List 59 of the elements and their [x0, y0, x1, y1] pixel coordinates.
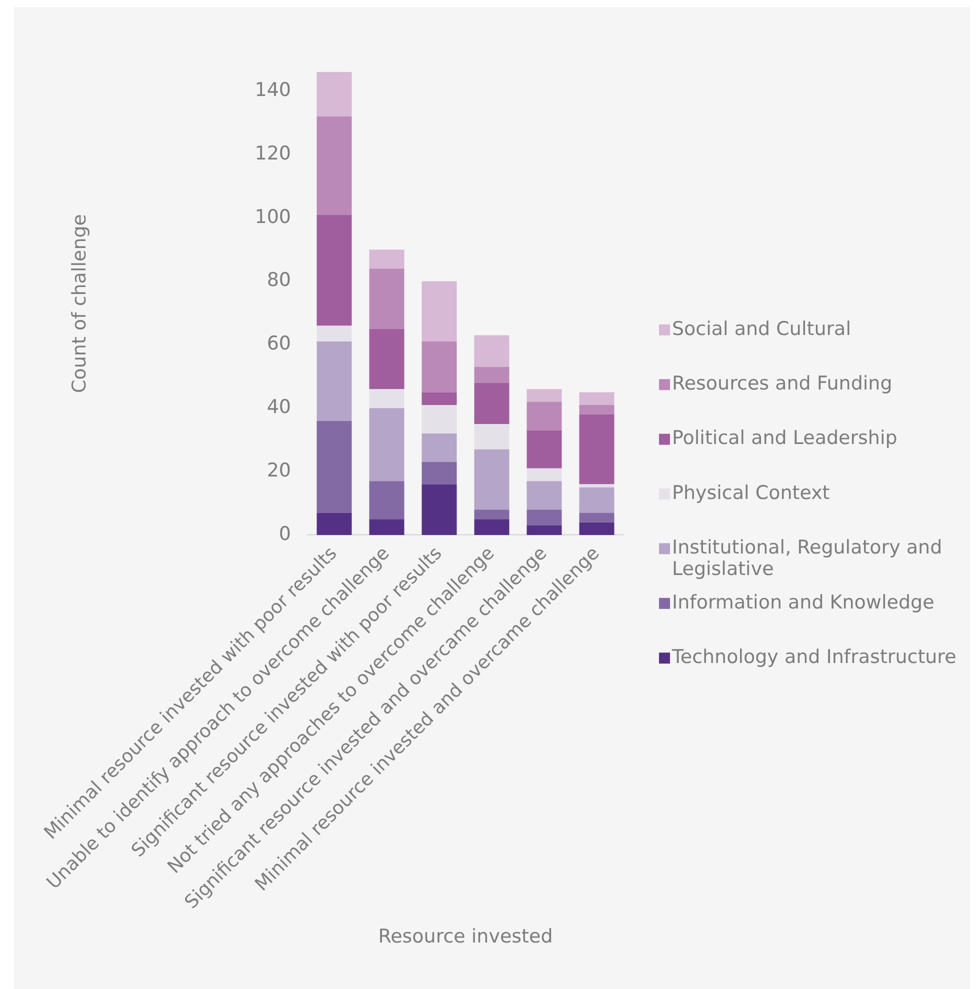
bar: [369, 519, 404, 535]
bar: [422, 342, 457, 392]
bar: [422, 281, 457, 342]
bar: [316, 342, 352, 421]
bar: [526, 389, 562, 402]
bar: [526, 510, 562, 526]
bar: [579, 522, 614, 535]
legend-label: Information and Knowledge: [672, 591, 934, 614]
bar: [422, 434, 457, 462]
bar: [474, 519, 510, 535]
bar: [422, 404, 457, 434]
y-tick-label: 100: [254, 206, 291, 228]
bar: [316, 326, 352, 342]
legend-label: Political and Leadership: [672, 427, 898, 450]
y-tick-label: 140: [254, 78, 291, 101]
y-tick-label: 0: [278, 522, 291, 545]
bar: [526, 468, 562, 482]
bar: [474, 382, 510, 424]
bar: [579, 487, 614, 513]
bar: [422, 484, 457, 535]
bar: [316, 512, 352, 535]
bar: [369, 389, 404, 408]
y-tick-label: 80: [266, 269, 291, 292]
bar: [316, 116, 352, 215]
bar: [474, 510, 510, 520]
bar: [474, 424, 510, 450]
bar: [526, 430, 562, 468]
bar: [579, 404, 614, 414]
bar: [369, 481, 404, 520]
bar: [526, 481, 562, 510]
y-tick-label: 120: [254, 142, 291, 164]
bar: [526, 525, 562, 535]
bar: [474, 366, 510, 383]
legend-label: Institutional, Regulatory and Legislative: [672, 536, 942, 580]
bar: [579, 484, 614, 488]
bar: [474, 335, 510, 367]
legend-label: Social and Cultural: [672, 318, 851, 340]
bar: [369, 250, 404, 269]
bar: [579, 414, 614, 484]
bar: [369, 328, 404, 390]
bar: [316, 72, 352, 116]
bar: [422, 462, 457, 484]
bar: [369, 408, 404, 482]
bar: [526, 402, 562, 430]
bar: [422, 392, 457, 405]
bar: [579, 392, 614, 405]
bar: [316, 420, 352, 513]
legend-label: Physical Context: [672, 482, 830, 504]
y-axis-title: Count of challenge: [68, 214, 90, 393]
bar: [369, 268, 404, 329]
x-axis-title: Resource invested: [378, 926, 553, 948]
y-tick-label: 40: [266, 396, 291, 418]
legend-label: Technology and Infrastructure: [671, 646, 956, 668]
bar: [579, 512, 614, 522]
legend-label: Resources and Funding: [672, 372, 892, 395]
bar: [474, 449, 510, 510]
y-tick-label: 60: [266, 332, 291, 355]
y-tick-label: 20: [266, 460, 291, 482]
bar: [316, 214, 352, 326]
